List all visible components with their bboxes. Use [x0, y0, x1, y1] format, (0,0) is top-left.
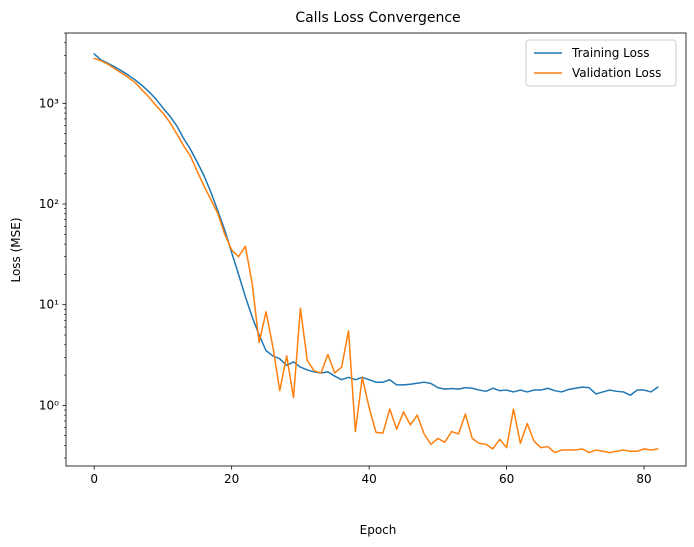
y-axis: 10⁰ 10¹ 10² 10³: [39, 32, 66, 459]
x-tick-label: 60: [499, 472, 514, 486]
legend-label: Validation Loss: [572, 66, 661, 80]
series-line-validation-loss: [93, 57, 659, 454]
x-tick-label: 20: [224, 472, 239, 486]
y-tick-label: 10²: [39, 197, 59, 211]
x-tick-label: 40: [361, 472, 376, 486]
plot-area: [93, 53, 659, 454]
x-axis-label: Epoch: [360, 523, 397, 537]
y-tick-label: 10¹: [39, 298, 59, 312]
legend: Training Loss Validation Loss: [525, 39, 677, 87]
legend-box: [525, 39, 677, 87]
chart-title: Calls Loss Convergence: [295, 10, 460, 26]
y-tick-label: 10⁰: [39, 398, 59, 412]
plot-frame: [65, 32, 687, 467]
y-axis-label: Loss (MSE): [9, 217, 23, 282]
x-axis: 0 20 40 60 80: [90, 466, 652, 486]
x-tick-label: 80: [636, 472, 651, 486]
series-line-training-loss: [93, 53, 659, 397]
x-tick-label: 0: [90, 472, 98, 486]
y-tick-label: 10³: [39, 96, 59, 110]
legend-label: Training Loss: [571, 46, 649, 60]
